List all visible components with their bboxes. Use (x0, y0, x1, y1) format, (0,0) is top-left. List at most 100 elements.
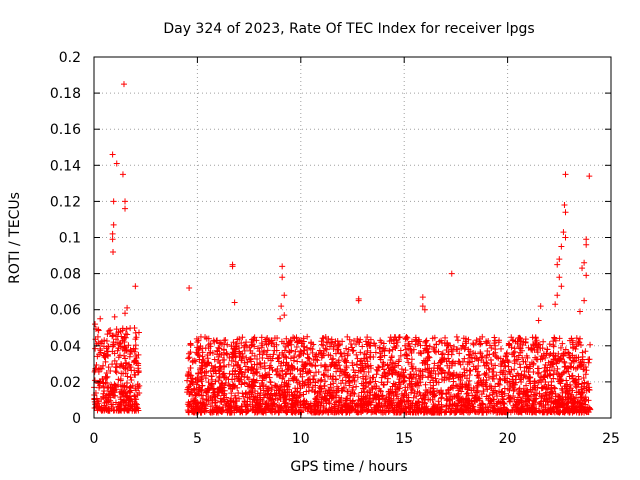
data-point (247, 401, 254, 408)
data-point (256, 359, 263, 366)
data-point (430, 406, 437, 413)
data-point (550, 343, 557, 350)
data-point (553, 360, 560, 367)
data-points-layer (91, 81, 594, 416)
data-point (544, 364, 551, 371)
data-point (192, 358, 199, 365)
data-point (196, 356, 203, 363)
data-point (199, 365, 206, 372)
data-point-outlier (535, 317, 542, 324)
data-point-outlier (554, 261, 561, 268)
data-point-outlier (97, 315, 104, 322)
data-point (101, 354, 108, 361)
data-point (430, 388, 437, 395)
data-point (213, 337, 220, 344)
data-point (101, 337, 108, 344)
data-point (260, 408, 267, 415)
data-point (120, 370, 127, 377)
data-point (357, 349, 364, 356)
data-point (555, 392, 562, 399)
data-point (224, 341, 231, 348)
data-point (247, 388, 254, 395)
data-point (531, 380, 538, 387)
data-point (221, 396, 228, 403)
data-point (230, 362, 237, 369)
data-point (533, 340, 540, 347)
data-point (291, 335, 298, 342)
data-point (493, 372, 500, 379)
data-point (193, 381, 200, 388)
data-point (375, 364, 382, 371)
data-point (416, 338, 423, 345)
data-point (338, 407, 345, 414)
data-point (357, 336, 364, 343)
data-point (296, 392, 303, 399)
data-point (131, 403, 138, 410)
data-point-outlier (111, 313, 118, 320)
data-point (230, 345, 237, 352)
data-point (508, 366, 515, 373)
data-point (283, 383, 290, 390)
data-point (408, 356, 415, 363)
data-point (104, 348, 111, 355)
data-point-outlier (576, 308, 583, 315)
data-point (526, 407, 533, 414)
data-point (213, 370, 220, 377)
data-point (400, 369, 407, 376)
data-point (267, 391, 274, 398)
data-point (354, 355, 361, 362)
data-point (506, 378, 513, 385)
data-point (457, 377, 464, 384)
data-point (474, 382, 481, 389)
data-point (317, 383, 324, 390)
data-point (105, 328, 112, 335)
data-point (436, 365, 443, 372)
data-point (203, 369, 210, 376)
data-point (323, 346, 330, 353)
data-point (498, 369, 505, 376)
data-point (581, 366, 588, 373)
data-point (348, 406, 355, 413)
data-point (223, 350, 230, 357)
data-point (413, 337, 420, 344)
data-point (565, 390, 572, 397)
data-point (581, 406, 588, 413)
data-point (230, 398, 237, 405)
data-point (564, 403, 571, 410)
data-point (445, 369, 452, 376)
data-point (415, 399, 422, 406)
data-point (225, 402, 232, 409)
data-point (317, 392, 324, 399)
data-point (388, 366, 395, 373)
data-point (300, 391, 307, 398)
data-point (523, 352, 530, 359)
data-point (401, 342, 408, 349)
data-point (482, 371, 489, 378)
data-point (325, 335, 332, 342)
data-point (101, 406, 108, 413)
data-point (550, 350, 557, 357)
data-point (325, 409, 332, 416)
data-point (516, 334, 523, 341)
x-axis-label: GPS time / hours (290, 459, 407, 475)
data-point (515, 394, 522, 401)
data-point (457, 381, 464, 388)
data-point-outlier (562, 234, 569, 241)
data-point (426, 343, 433, 350)
data-point-outlier (583, 241, 590, 248)
data-point (397, 352, 404, 359)
data-point (501, 359, 508, 366)
data-point (312, 353, 319, 360)
data-point (354, 409, 361, 416)
data-point (290, 334, 297, 341)
data-point (318, 400, 325, 407)
data-point (438, 395, 445, 402)
data-point (258, 344, 265, 351)
data-point (380, 366, 387, 373)
data-point (436, 338, 443, 345)
data-point (260, 349, 267, 356)
data-point (206, 384, 213, 391)
x-tick-label: 25 (602, 431, 620, 447)
data-point (322, 363, 329, 370)
